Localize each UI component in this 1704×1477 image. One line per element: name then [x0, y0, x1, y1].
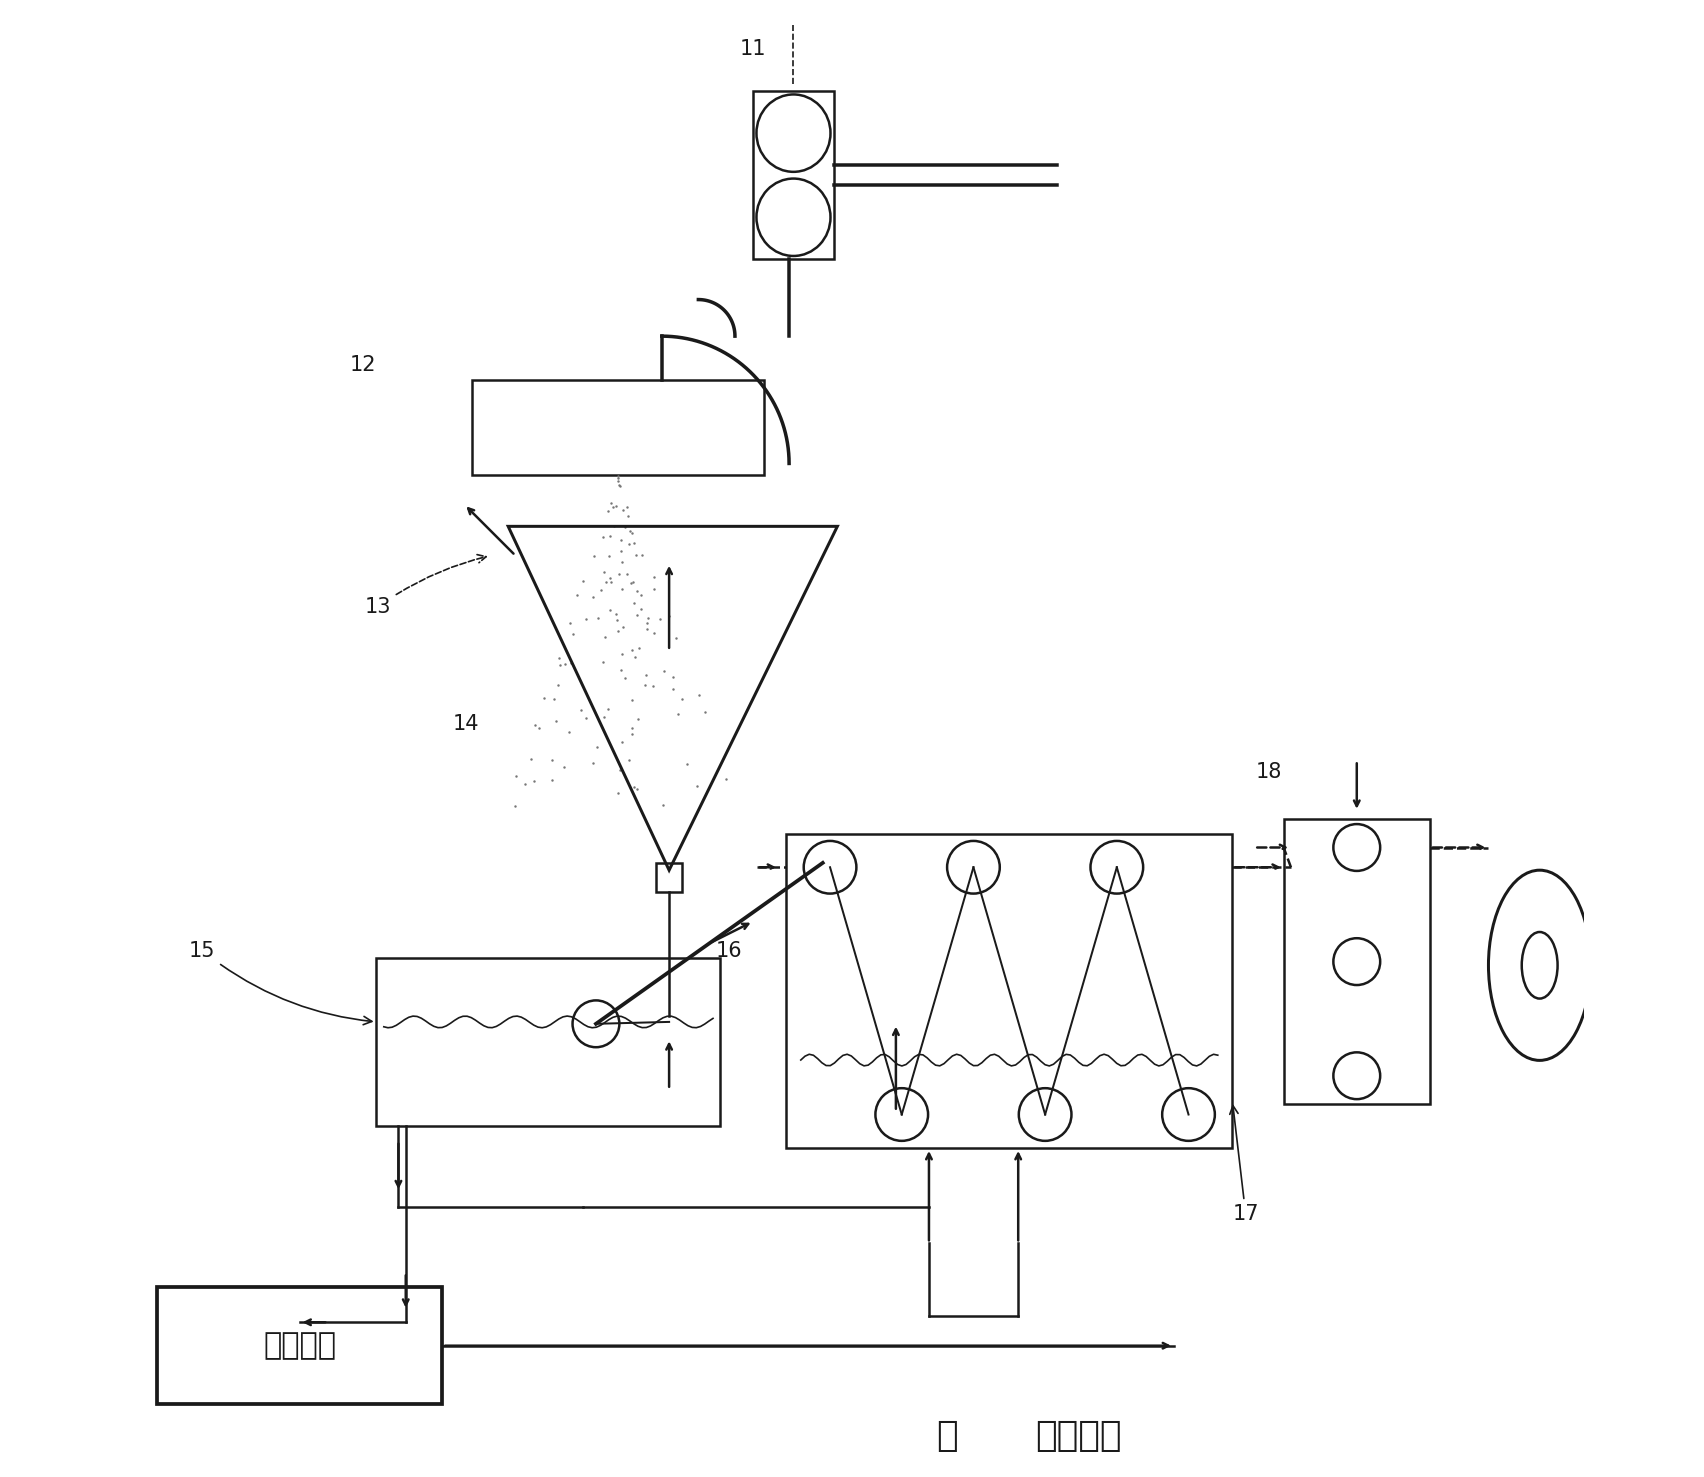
Text: 12: 12 — [349, 356, 377, 375]
Text: 16: 16 — [716, 941, 743, 960]
Ellipse shape — [1522, 932, 1557, 998]
Ellipse shape — [757, 95, 830, 171]
Text: 17: 17 — [1230, 1106, 1259, 1224]
Text: 11: 11 — [740, 38, 765, 59]
Bar — [472, 380, 763, 476]
Text: 13: 13 — [365, 554, 486, 617]
Bar — [1283, 818, 1430, 1105]
Bar — [157, 1286, 443, 1405]
Text: 18: 18 — [1256, 762, 1281, 783]
Bar — [753, 92, 833, 260]
Text: 水: 水 — [935, 1419, 958, 1453]
Text: 15: 15 — [189, 941, 371, 1025]
Text: 回水装置: 回水装置 — [262, 1331, 336, 1360]
Text: 有机溶剂: 有机溶剂 — [1036, 1419, 1121, 1453]
Ellipse shape — [757, 179, 830, 256]
Text: 14: 14 — [452, 713, 479, 734]
Bar — [656, 863, 682, 892]
Bar — [377, 959, 721, 1127]
Bar — [786, 833, 1232, 1148]
Ellipse shape — [1489, 870, 1592, 1060]
